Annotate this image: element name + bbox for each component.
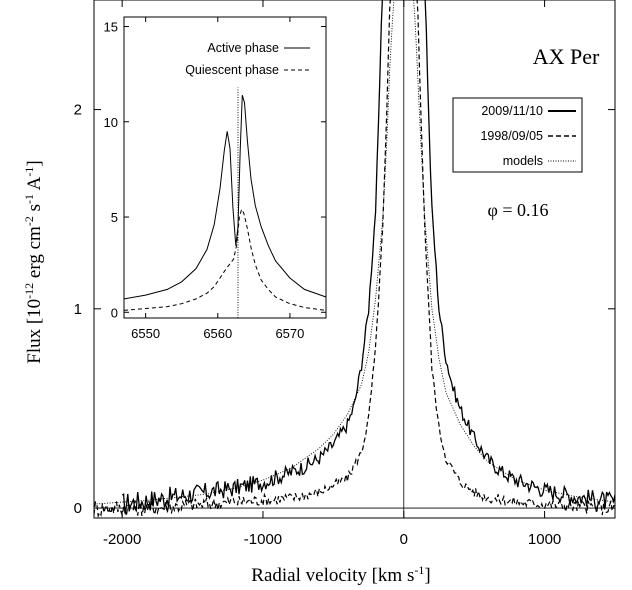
inset-y-tick-label: 5 (111, 210, 118, 225)
main-x-tick-label: 0 (400, 531, 408, 548)
main-plot-frame (93, 0, 616, 519)
main-series-dashed-branch-1 (416, 0, 615, 516)
inset-y-tick-label: 0 (111, 305, 118, 320)
inset-legend-label-0: Active phase (207, 41, 279, 55)
main-legend-label-2: models (503, 154, 543, 168)
inset-y-tick-label: 15 (104, 20, 118, 35)
inset-plot-frame (123, 16, 327, 319)
inset-y-tick-label: 10 (104, 115, 118, 130)
inset-axis-ticks: 6550 6560 6570 0 5 10 15 (104, 17, 326, 341)
inset-x-tick-label: 6570 (275, 326, 304, 341)
y-axis-label: Flux [10-12 erg cm-2 s-1 A-1] (22, 160, 45, 364)
main-legend: 2009/11/10 1998/09/05 models (452, 97, 583, 173)
inset-legend-label-1: Quiescent phase (185, 63, 279, 77)
main-series-solid-branch-1 (424, 0, 615, 510)
x-axis-label: Radial velocity [km s-1] (251, 563, 430, 586)
inset-legend: Active phase Quiescent phase (185, 41, 310, 77)
inset-series-dashed (123, 208, 327, 311)
main-title: AX Per (533, 44, 600, 69)
phase-label: φ = 0.16 (487, 200, 548, 220)
main-legend-label-0: 2009/11/10 (481, 104, 543, 118)
main-series-dotted-branch-0 (94, 0, 395, 505)
main-y-tick-label: 1 (74, 301, 82, 318)
main-y-tick-label: 0 (74, 500, 82, 517)
inset-x-tick-label: 6560 (203, 326, 232, 341)
main-legend-label-1: 1998/09/05 (480, 129, 543, 143)
main-reference-lines (94, 0, 615, 518)
inset-series-group (123, 87, 327, 318)
main-y-tick-label: 2 (74, 102, 82, 119)
main-series-dashed-branch-0 (94, 0, 391, 518)
main-x-tick-label: 1000 (528, 531, 561, 548)
inset-panel: 6550 6560 6570 0 5 10 15 Active phase Quiescen… (104, 12, 330, 341)
main-series-group (94, 0, 615, 518)
main-axis-ticks: -2000 -1000 0 1000 0 1 2 (74, 0, 615, 548)
inset-background (118, 12, 330, 318)
inset-x-tick-label: 6550 (131, 326, 160, 341)
inset-series-solid (123, 94, 327, 300)
main-series-dotted-branch-1 (413, 0, 615, 503)
main-x-tick-label: -2000 (103, 531, 141, 548)
main-x-tick-label: -1000 (244, 531, 282, 548)
